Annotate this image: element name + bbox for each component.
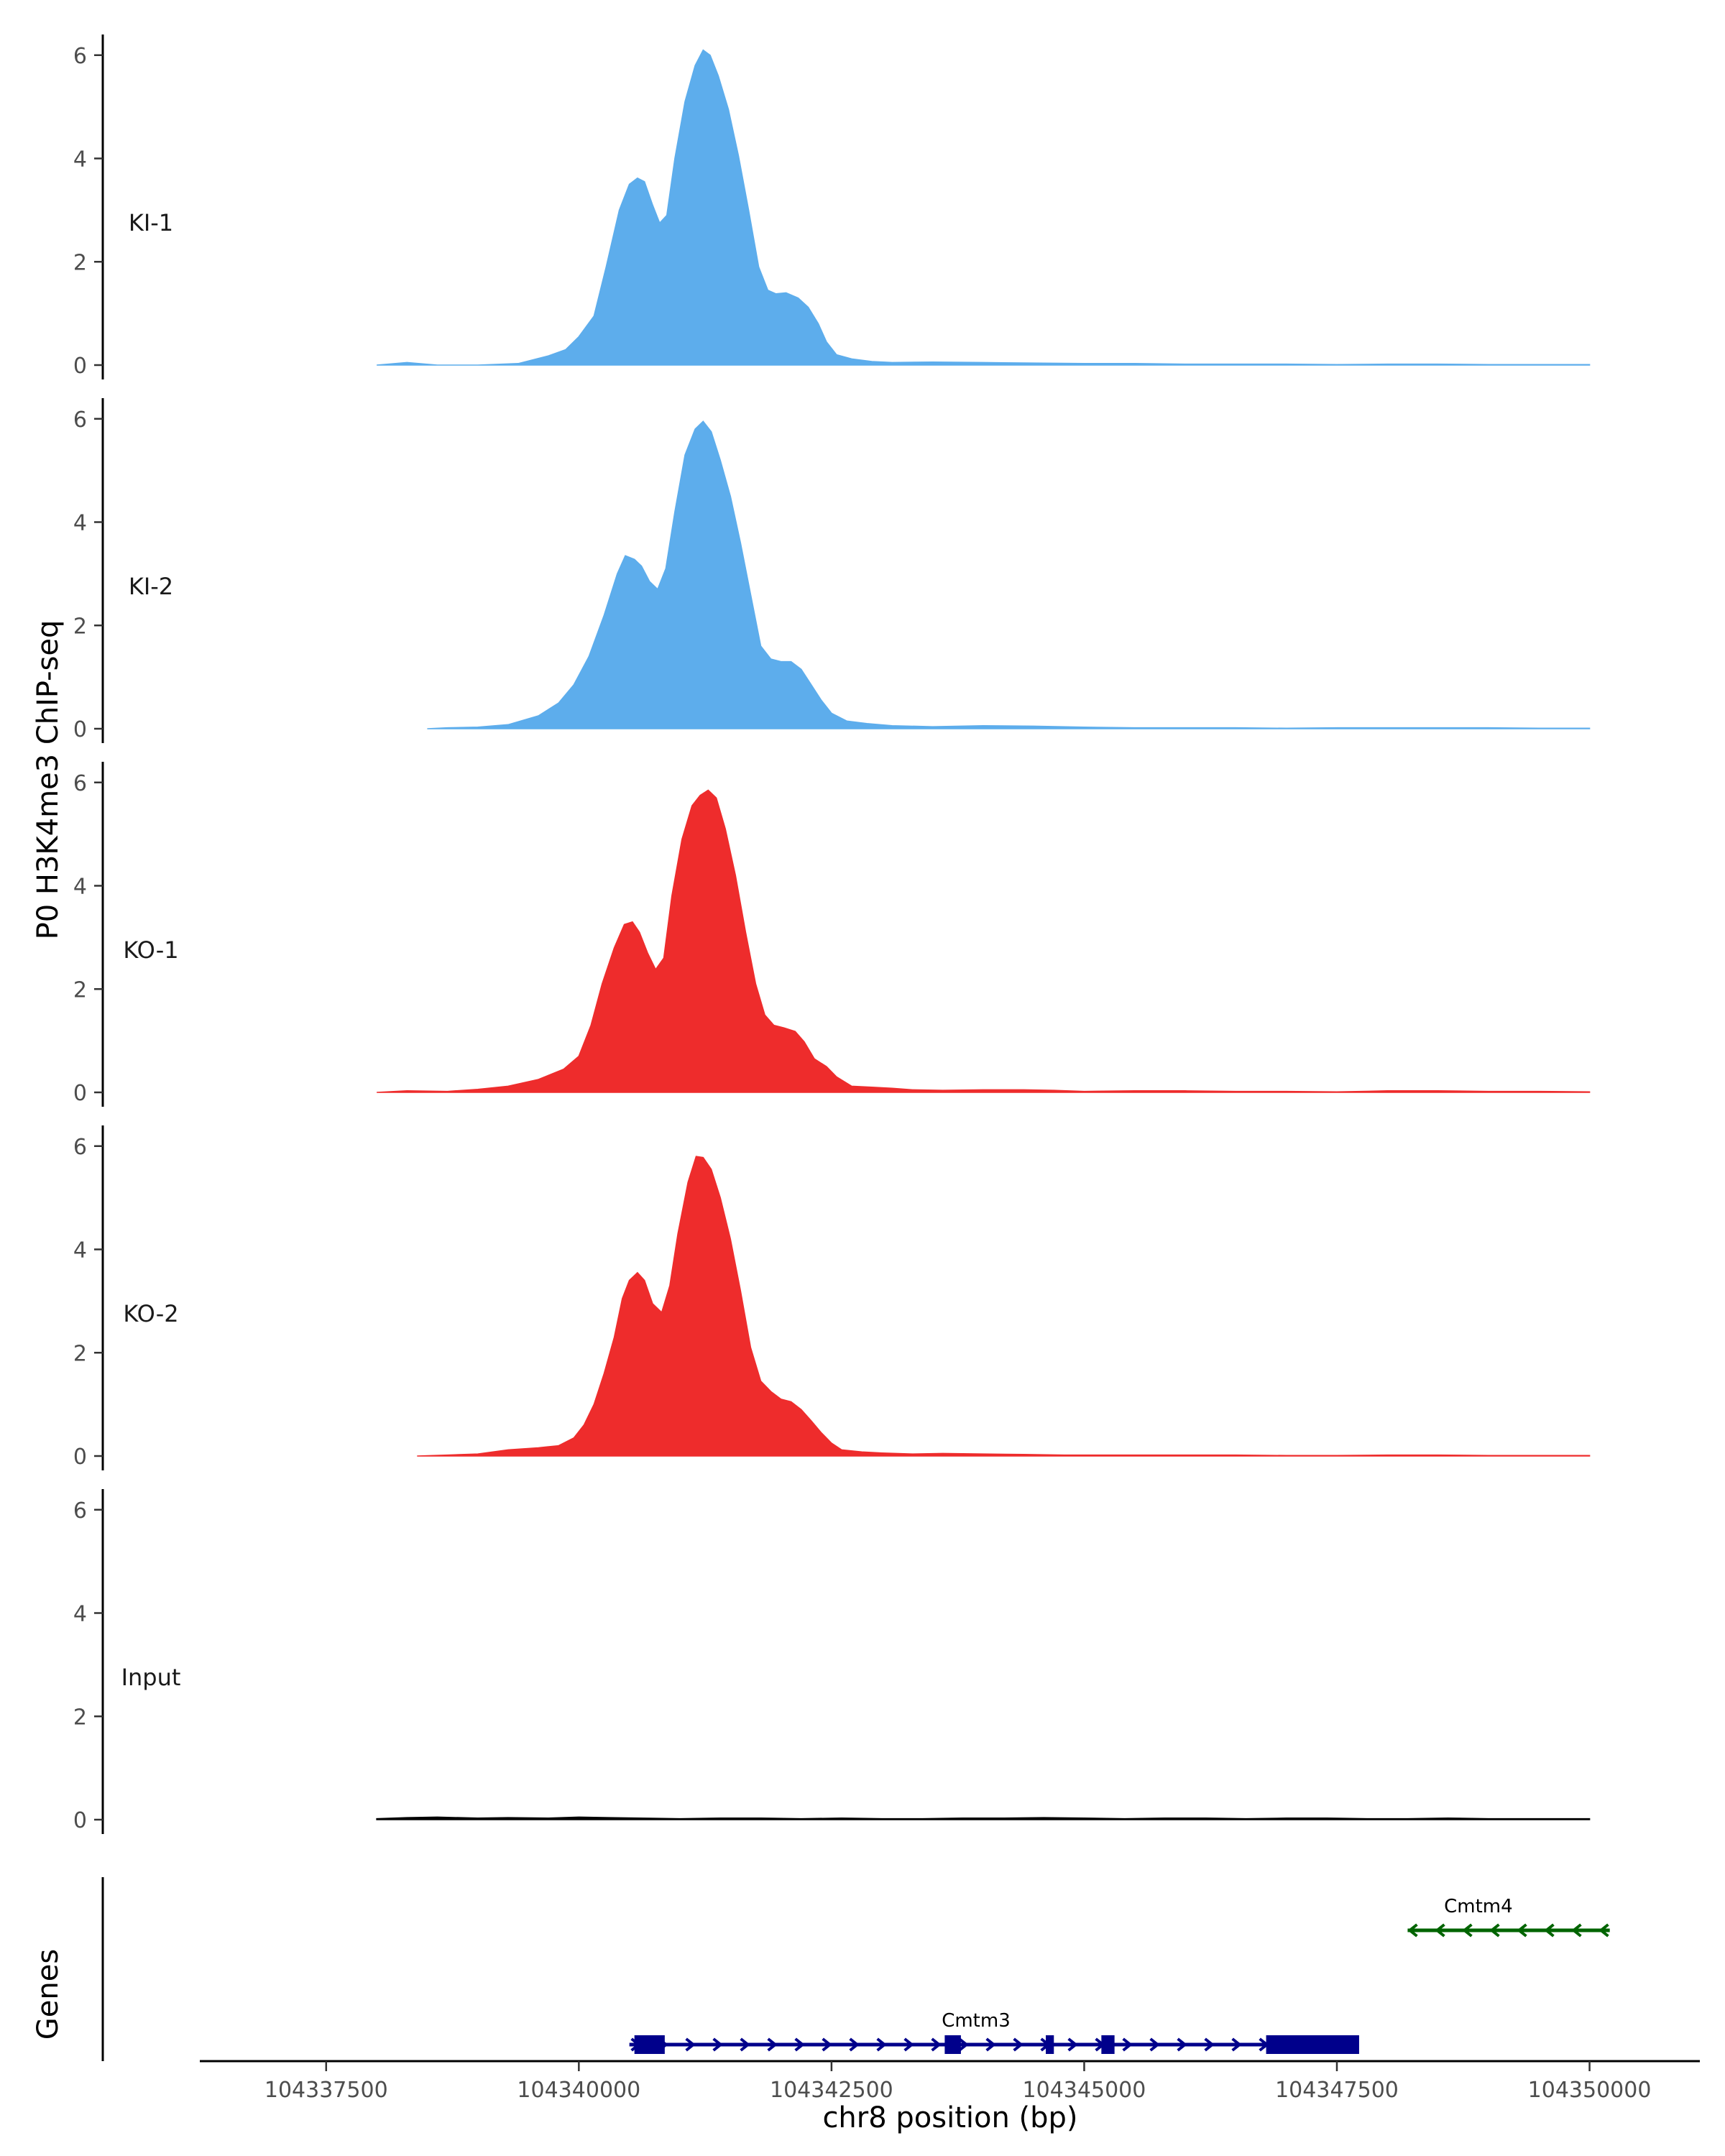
x-tick-label: 104342500 bbox=[770, 2078, 893, 2103]
strand-arrow bbox=[849, 2037, 860, 2052]
signal-area-ki-2 bbox=[427, 420, 1591, 729]
y-tick-label: 0 bbox=[73, 717, 87, 742]
track-label: KI-1 bbox=[129, 209, 173, 236]
signal-area-ki-1 bbox=[377, 49, 1591, 366]
y-tick-label: 0 bbox=[73, 1808, 87, 1833]
x-tick-label: 104345000 bbox=[1023, 2078, 1146, 2103]
strand-arrow bbox=[740, 2037, 750, 2052]
strand-arrow bbox=[1204, 2037, 1215, 2052]
strand-arrow bbox=[985, 2037, 996, 2052]
signal-area-ko-2 bbox=[417, 1156, 1591, 1457]
y-tick-label: 6 bbox=[73, 407, 87, 433]
y-tick-label: 2 bbox=[73, 614, 87, 639]
y-tick-label: 4 bbox=[73, 1238, 87, 1263]
y-tick-label: 2 bbox=[73, 1705, 87, 1730]
strand-arrow bbox=[1598, 1923, 1609, 1938]
x-tick-label: 104347500 bbox=[1275, 2078, 1399, 2103]
strand-arrow bbox=[767, 2037, 778, 2052]
strand-arrow bbox=[931, 2037, 942, 2052]
strand-arrow bbox=[958, 2037, 969, 2052]
strand-arrow bbox=[1489, 1923, 1500, 1938]
track-ki-1: 0 2 4 6 KI-1 bbox=[73, 34, 1591, 379]
strand-arrow bbox=[1231, 2037, 1242, 2052]
track-ko-1: 0 2 4 6 KO-1 bbox=[73, 762, 1591, 1107]
y-tick-label: 0 bbox=[73, 1081, 87, 1106]
track-ki-2: 0 2 4 6 KI-2 bbox=[73, 398, 1591, 743]
y-axis-title: P0 H3K4me3 ChIP-seq bbox=[32, 620, 65, 940]
y-tick-label: 2 bbox=[73, 1341, 87, 1366]
track-label: KO-2 bbox=[123, 1300, 178, 1327]
strand-arrow bbox=[1122, 2037, 1133, 2052]
gene-cmtm3: Cmtm3 bbox=[629, 2010, 1359, 2054]
track-label: KO-1 bbox=[123, 936, 178, 964]
strand-arrow bbox=[685, 2037, 696, 2052]
signal-tracks: 0 2 4 6 KI-1 0 2 4 6 KI-2 0 2 4 6 KO-1 0 2 4 6 KO-2 0 2 4 6 Inpu… bbox=[73, 34, 1591, 1834]
strand-arrow bbox=[1407, 1923, 1418, 1938]
y-tick-label: 4 bbox=[73, 875, 87, 900]
exon-block bbox=[1046, 2035, 1054, 2054]
strand-arrow bbox=[1149, 2037, 1160, 2052]
y-tick-label: 0 bbox=[73, 354, 87, 379]
strand-arrow bbox=[1067, 2037, 1078, 2052]
strand-arrow bbox=[1571, 1923, 1582, 1938]
strand-arrow bbox=[903, 2037, 914, 2052]
y-tick-label: 6 bbox=[73, 1498, 87, 1524]
signal-area-input bbox=[376, 1816, 1591, 1820]
signal-area-ko-1 bbox=[377, 789, 1591, 1093]
x-tick-label: 104350000 bbox=[1528, 2078, 1652, 2103]
y-tick-label: 6 bbox=[73, 771, 87, 796]
y-tick-label: 2 bbox=[73, 250, 87, 275]
strand-arrow bbox=[794, 2037, 805, 2052]
strand-arrow bbox=[1435, 1923, 1445, 1938]
x-axis: 104337500 104340000 104342500 104345000 1043… bbox=[200, 2060, 1700, 2103]
strand-arrow bbox=[1544, 1923, 1555, 1938]
genes-track: Cmtm3 Cmtm4 bbox=[101, 1877, 1610, 2061]
strand-arrow bbox=[1517, 1923, 1527, 1938]
strand-arrow bbox=[1013, 2037, 1024, 2052]
x-axis-title: chr8 position (bp) bbox=[822, 2101, 1077, 2134]
gene-name-label: Cmtm4 bbox=[1444, 1896, 1513, 1917]
gene-cmtm4: Cmtm4 bbox=[1407, 1896, 1610, 1938]
y-tick-label: 2 bbox=[73, 977, 87, 1003]
strand-arrow bbox=[1177, 2037, 1187, 2052]
exon-block bbox=[944, 2035, 961, 2054]
strand-arrow bbox=[876, 2037, 887, 2052]
track-ko-2: 0 2 4 6 KO-2 bbox=[73, 1125, 1591, 1470]
gene-name-label: Cmtm3 bbox=[942, 2010, 1011, 2032]
y-tick-label: 4 bbox=[73, 1602, 87, 1627]
y-tick-label: 4 bbox=[73, 511, 87, 536]
track-label: KI-2 bbox=[129, 573, 173, 600]
y-tick-label: 0 bbox=[73, 1445, 87, 1470]
y-tick-label: 4 bbox=[73, 147, 87, 172]
genes-track-title: Genes bbox=[32, 1949, 65, 2040]
track-label: Input bbox=[121, 1664, 181, 1691]
strand-arrow bbox=[712, 2037, 723, 2052]
strand-arrow bbox=[822, 2037, 832, 2052]
exon-block bbox=[1266, 2035, 1359, 2054]
exon-block bbox=[634, 2035, 665, 2054]
strand-arrow bbox=[1462, 1923, 1473, 1938]
y-tick-label: 6 bbox=[73, 1135, 87, 1160]
x-tick-label: 104337500 bbox=[264, 2078, 388, 2103]
track-input: 0 2 4 6 Input bbox=[73, 1489, 1591, 1834]
exon-block bbox=[1101, 2035, 1115, 2054]
x-tick-label: 104340000 bbox=[517, 2078, 640, 2103]
y-tick-label: 6 bbox=[73, 44, 87, 69]
